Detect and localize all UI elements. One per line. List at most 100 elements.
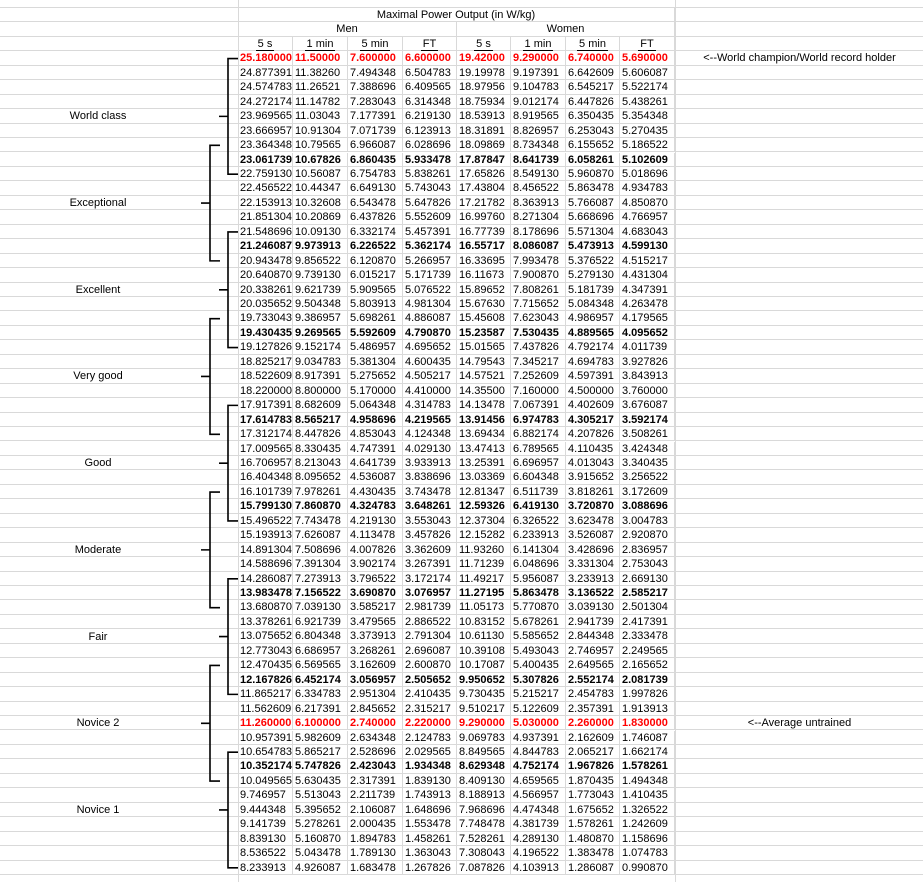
table-cell[interactable]: 4.926087: [293, 860, 348, 875]
table-cell[interactable]: 4.474348: [511, 802, 566, 817]
table-cell[interactable]: 15.45608: [457, 311, 511, 326]
table-cell[interactable]: 4.886087: [403, 311, 457, 326]
table-cell[interactable]: 1.997826: [620, 687, 675, 702]
table-cell[interactable]: 4.853043: [348, 427, 403, 442]
table-cell[interactable]: 19.19978: [457, 65, 511, 80]
table-cell[interactable]: 4.934783: [620, 181, 675, 196]
table-cell[interactable]: 5.171739: [403, 268, 457, 283]
table-cell[interactable]: 5.266957: [403, 253, 457, 268]
table-cell[interactable]: 3.373913: [348, 629, 403, 644]
table-cell[interactable]: 4.007826: [348, 542, 403, 557]
table-cell[interactable]: 4.937391: [511, 730, 566, 745]
table-cell[interactable]: 6.058261: [566, 152, 620, 167]
table-cell[interactable]: 5.215217: [511, 687, 566, 702]
table-cell[interactable]: 3.076957: [403, 586, 457, 600]
table-cell[interactable]: 18.220000: [240, 383, 293, 398]
table-cell[interactable]: 6.226522: [348, 239, 403, 254]
table-cell[interactable]: 4.324783: [348, 499, 403, 514]
table-cell[interactable]: 13.25391: [457, 455, 511, 470]
table-cell[interactable]: 6.409565: [403, 80, 457, 95]
table-cell[interactable]: 4.113478: [348, 528, 403, 543]
table-cell[interactable]: 7.626087: [293, 528, 348, 543]
table-cell[interactable]: 8.826957: [511, 123, 566, 138]
table-cell[interactable]: 4.430435: [348, 484, 403, 499]
table-cell[interactable]: 24.877391: [240, 65, 293, 80]
table-cell[interactable]: 6.314348: [403, 94, 457, 109]
table-cell[interactable]: 9.510217: [457, 701, 511, 716]
table-cell[interactable]: 9.621739: [293, 282, 348, 297]
table-cell[interactable]: 11.03043: [293, 109, 348, 124]
table-cell[interactable]: 9.069783: [457, 730, 511, 745]
table-cell[interactable]: 10.83152: [457, 614, 511, 629]
table-cell[interactable]: 5.160870: [293, 831, 348, 846]
table-cell[interactable]: 1.326522: [620, 802, 675, 817]
table-cell[interactable]: 4.986957: [566, 311, 620, 326]
table-cell[interactable]: 18.522609: [240, 369, 293, 384]
table-cell[interactable]: 5.354348: [620, 109, 675, 124]
table-cell[interactable]: 13.378261: [240, 614, 293, 629]
table-cell[interactable]: 10.56087: [293, 166, 348, 181]
table-cell[interactable]: 3.340435: [620, 455, 675, 470]
table-cell[interactable]: 5.084348: [566, 297, 620, 311]
table-cell[interactable]: 22.759130: [240, 166, 293, 181]
table-cell[interactable]: 11.865217: [240, 687, 293, 702]
table-cell[interactable]: 2.669130: [620, 571, 675, 586]
table-cell[interactable]: 17.43804: [457, 181, 511, 196]
table-cell[interactable]: 5.698261: [348, 311, 403, 326]
table-cell[interactable]: 4.110435: [566, 441, 620, 456]
table-cell[interactable]: 8.178696: [511, 224, 566, 239]
table-cell[interactable]: 11.05173: [457, 600, 511, 615]
table-cell[interactable]: 8.641739: [511, 152, 566, 167]
table-cell[interactable]: 5.863478: [566, 181, 620, 196]
table-cell[interactable]: 5.747826: [293, 759, 348, 774]
table-cell[interactable]: 5.766087: [566, 195, 620, 210]
table-cell[interactable]: 20.338261: [240, 282, 293, 297]
table-cell[interactable]: 2.845652: [348, 701, 403, 716]
table-cell[interactable]: 8.919565: [511, 109, 566, 124]
table-cell[interactable]: 3.676087: [620, 398, 675, 413]
table-cell[interactable]: 5.376522: [566, 253, 620, 268]
table-cell[interactable]: 3.902174: [348, 557, 403, 572]
table-cell[interactable]: 1.578261: [620, 759, 675, 774]
table-cell[interactable]: 4.347391: [620, 282, 675, 297]
table-cell[interactable]: 7.177391: [348, 109, 403, 124]
table-cell[interactable]: 18.825217: [240, 354, 293, 369]
table-cell[interactable]: 11.50000: [293, 51, 348, 66]
table-cell[interactable]: 7.900870: [511, 268, 566, 283]
table-cell[interactable]: 4.500000: [566, 383, 620, 398]
table-cell[interactable]: 7.508696: [293, 542, 348, 557]
table-cell[interactable]: 6.511739: [511, 484, 566, 499]
table-cell[interactable]: 7.039130: [293, 600, 348, 615]
table-cell[interactable]: 3.585217: [348, 600, 403, 615]
table-cell[interactable]: 6.740000: [566, 51, 620, 66]
table-cell[interactable]: 19.430435: [240, 325, 293, 340]
table-cell[interactable]: 6.686957: [293, 643, 348, 658]
table-cell[interactable]: 3.256522: [620, 470, 675, 485]
table-cell[interactable]: 3.818261: [566, 484, 620, 499]
table-cell[interactable]: 2.081739: [620, 672, 675, 687]
table-cell[interactable]: 2.000435: [348, 817, 403, 832]
table-cell[interactable]: 8.095652: [293, 470, 348, 485]
table-cell[interactable]: 11.260000: [240, 716, 293, 731]
table-cell[interactable]: 3.927826: [620, 354, 675, 369]
table-cell[interactable]: 5.585652: [511, 629, 566, 644]
table-cell[interactable]: 18.09869: [457, 138, 511, 153]
table-cell[interactable]: 6.504783: [403, 65, 457, 80]
table-cell[interactable]: 5.552609: [403, 210, 457, 225]
table-cell[interactable]: 4.958696: [348, 412, 403, 427]
table-cell[interactable]: 6.642609: [566, 65, 620, 80]
table-cell[interactable]: 17.009565: [240, 441, 293, 456]
table-cell[interactable]: 3.648261: [403, 499, 457, 514]
table-cell[interactable]: 2.417391: [620, 614, 675, 629]
table-cell[interactable]: 3.172609: [620, 484, 675, 499]
table-cell[interactable]: 4.431304: [620, 268, 675, 283]
table-cell[interactable]: 10.91304: [293, 123, 348, 138]
table-cell[interactable]: 3.268261: [348, 643, 403, 658]
table-cell[interactable]: 1.746087: [620, 730, 675, 745]
table-cell[interactable]: 5.278261: [293, 817, 348, 832]
table-cell[interactable]: 10.44347: [293, 181, 348, 196]
table-cell[interactable]: 6.966087: [348, 138, 403, 153]
table-cell[interactable]: 5.838261: [403, 166, 457, 181]
table-cell[interactable]: 4.600435: [403, 354, 457, 369]
table-cell[interactable]: 11.49217: [457, 571, 511, 586]
